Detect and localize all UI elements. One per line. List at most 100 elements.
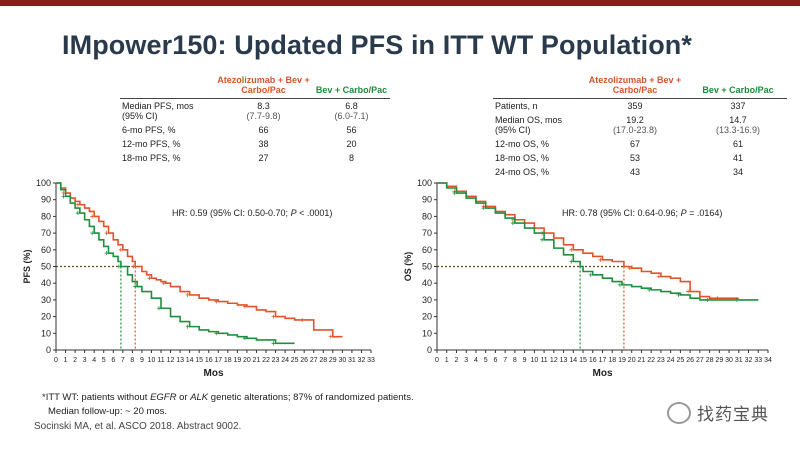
censor-mark bbox=[133, 284, 138, 289]
x-tick-label: 29 bbox=[715, 357, 723, 364]
table-row: Median PFS, mos (95% CI) 8.3 (7.7-9.8) 6… bbox=[120, 99, 390, 124]
table-row: 24-mo OS, % 43 34 bbox=[493, 165, 787, 179]
cell-value: 6.8 bbox=[345, 101, 358, 111]
x-tick-label: 15 bbox=[195, 357, 203, 364]
row-label: 6-mo PFS, % bbox=[122, 125, 176, 135]
censor-mark bbox=[510, 221, 515, 226]
x-tick-label: 23 bbox=[657, 357, 665, 364]
x-tick-label: 23 bbox=[272, 357, 280, 364]
censor-mark bbox=[104, 231, 109, 236]
x-tick-label: 2 bbox=[455, 357, 459, 364]
censor-mark bbox=[157, 306, 161, 311]
x-tick-label: 0 bbox=[54, 357, 58, 364]
row-label: Median OS, mos (95% CI) bbox=[495, 115, 563, 135]
os-table-header: Atezolizumab + Bev + Carbo/Pac Bev + Car… bbox=[493, 75, 787, 99]
row-label: 18-mo OS, % bbox=[495, 153, 550, 163]
censor-mark bbox=[481, 206, 486, 211]
x-tick-label: 1 bbox=[64, 357, 68, 364]
censor-mark bbox=[617, 282, 622, 287]
x-tick-label: 31 bbox=[348, 357, 356, 364]
y-tick-label: 20 bbox=[422, 312, 432, 322]
x-tick-label: 31 bbox=[735, 357, 743, 364]
censor-mark bbox=[104, 251, 109, 256]
censor-mark bbox=[185, 292, 190, 297]
censor-mark bbox=[452, 191, 457, 196]
x-tick-label: 18 bbox=[224, 357, 232, 364]
censor-mark bbox=[118, 247, 123, 252]
censor-mark bbox=[271, 314, 276, 319]
x-tick-label: 16 bbox=[589, 357, 597, 364]
censor-mark bbox=[328, 334, 333, 339]
row-label: Median PFS, mos (95% CI) bbox=[122, 101, 194, 121]
footnote-alk: ALK bbox=[190, 392, 209, 403]
x-tick-label: 12 bbox=[550, 357, 558, 364]
censor-mark bbox=[647, 287, 652, 292]
censor-mark bbox=[75, 211, 80, 216]
top-accent-bar bbox=[0, 0, 800, 6]
x-tick-label: 25 bbox=[676, 357, 684, 364]
cell-bev: 6.8 (6.0-7.1) bbox=[313, 99, 390, 124]
table-row: Median OS, mos (95% CI) 19.2 (17.0-23.8)… bbox=[493, 113, 787, 137]
x-tick-label: 32 bbox=[745, 357, 753, 364]
y-tick-label: 100 bbox=[417, 178, 432, 188]
table-row: 18-mo OS, % 53 41 bbox=[493, 151, 787, 165]
y-tick-label: 50 bbox=[41, 262, 51, 272]
y-tick-label: 40 bbox=[422, 278, 432, 288]
x-tick-label: 9 bbox=[140, 357, 144, 364]
censor-mark bbox=[161, 281, 166, 286]
x-tick-label: 26 bbox=[300, 357, 308, 364]
cell-bev: 20 bbox=[346, 139, 357, 149]
x-tick-label: 4 bbox=[474, 357, 478, 364]
censor-mark bbox=[75, 202, 80, 207]
cell-atezo: 67 bbox=[629, 139, 640, 149]
censor-mark bbox=[242, 304, 247, 309]
table-row: 18-mo PFS, % 27 8 bbox=[120, 151, 390, 165]
y-tick-label: 40 bbox=[41, 278, 51, 288]
row-label: Patients, n bbox=[495, 101, 538, 111]
x-tick-label: 0 bbox=[435, 357, 439, 364]
wechat-icon bbox=[667, 401, 691, 424]
censor-mark bbox=[656, 274, 661, 279]
x-tick-label: 26 bbox=[686, 357, 694, 364]
x-tick-label: 19 bbox=[233, 357, 241, 364]
x-tick-label: 3 bbox=[83, 357, 87, 364]
x-tick-label: 12 bbox=[167, 357, 175, 364]
y-tick-label: 80 bbox=[41, 211, 51, 221]
cell-ci: (13.3-16.9) bbox=[715, 125, 761, 135]
table-row: Patients, n 359 337 bbox=[493, 99, 787, 114]
source-citation: Socinski MA, et al. ASCO 2018. Abstract … bbox=[34, 421, 242, 432]
x-tick-label: 30 bbox=[338, 357, 346, 364]
cell-ci: (6.0-7.1) bbox=[334, 111, 369, 121]
x-tick-label: 10 bbox=[148, 357, 156, 364]
x-tick-label: 5 bbox=[102, 357, 106, 364]
x-tick-label: 11 bbox=[540, 357, 547, 364]
x-tick-label: 16 bbox=[205, 357, 213, 364]
x-tick-label: 7 bbox=[121, 357, 125, 364]
y-tick-label: 0 bbox=[46, 345, 51, 355]
y-tick-label: 80 bbox=[422, 211, 432, 221]
footnote-text: or bbox=[176, 392, 191, 403]
x-tick-label: 11 bbox=[157, 357, 164, 364]
row-label: 24-mo OS, % bbox=[495, 167, 550, 177]
censor-mark bbox=[61, 194, 66, 199]
footnote-egfr: EGFR bbox=[150, 392, 177, 403]
y-tick-label: 70 bbox=[41, 228, 51, 238]
x-tick-label: 24 bbox=[667, 357, 675, 364]
pfs-hazard-ratio: HR: 0.59 (95% CI: 0.50-0.70; P < .0001) bbox=[172, 208, 332, 218]
watermark: 找药宝典 bbox=[667, 400, 769, 425]
os-col-atezo: Atezolizumab + Bev + Carbo/Pac bbox=[588, 75, 682, 95]
hr-text: HR: 0.59 (95% CI: 0.50-0.70; bbox=[172, 208, 291, 218]
x-tick-label: 25 bbox=[291, 357, 299, 364]
y-tick-label: 50 bbox=[422, 262, 432, 272]
y-tick-label: 70 bbox=[422, 228, 432, 238]
cell-value: 8.3 bbox=[257, 101, 270, 111]
x-tick-label: 15 bbox=[579, 357, 587, 364]
censor-mark bbox=[214, 331, 219, 336]
x-tick-label: 6 bbox=[111, 357, 115, 364]
censor-mark bbox=[734, 297, 739, 302]
cell-bev: 14.7 (13.3-16.9) bbox=[689, 113, 787, 137]
y-tick-label: 90 bbox=[41, 195, 51, 205]
censor-mark bbox=[569, 247, 574, 252]
pfs-summary-table: Atezolizumab + Bev + Carbo/Pac Bev + Car… bbox=[120, 75, 390, 165]
